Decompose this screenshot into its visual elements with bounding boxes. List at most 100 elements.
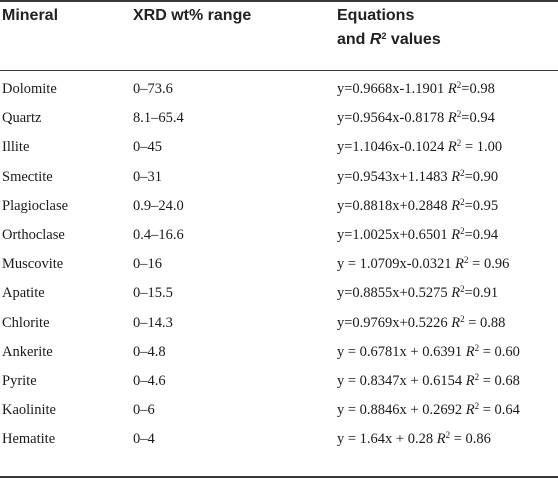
equation-text: y=0.9769x+0.5226 <box>337 314 452 331</box>
r-squared-separator: = <box>468 256 484 273</box>
equation-text: y = 0.8846x + 0.2692 <box>337 402 466 419</box>
equation-cell: y=0.9769x+0.5226 R2 = 0.88 <box>337 309 505 338</box>
r-squared: R2=0.91 <box>451 284 499 302</box>
header-equations-line1: Equations <box>337 7 415 24</box>
r-squared-value: 0.86 <box>465 431 491 448</box>
xrd-range-cell: 0–45 <box>133 139 162 156</box>
r-squared-value: 0.98 <box>469 81 495 97</box>
equation-cell: y=1.0025x+0.6501 R2=0.94 <box>337 221 498 250</box>
mineral-cell: Hematite <box>2 431 56 448</box>
equation-cell: y=0.8818x+0.2848 R2=0.95 <box>337 192 498 221</box>
r-superscript: 2 <box>460 284 465 295</box>
xrd-range-cell: 0–14.3 <box>133 314 173 331</box>
r-squared-value: 0.94 <box>472 226 499 243</box>
r-squared-separator: = <box>479 372 495 389</box>
mineral-cell: Smectite <box>2 168 53 185</box>
xrd-range-cell: 0–16 <box>133 256 162 273</box>
table-row: Hematite 0–4 y = 1.64x + 0.28 R2 = 0.86 <box>0 425 558 454</box>
equation-cell: y=0.9543x+1.1483 R2=0.90 <box>337 163 498 192</box>
r-squared: R2 = 0.86 <box>436 430 491 448</box>
r-squared: R2 = 0.60 <box>466 342 520 360</box>
mineral-cell: Chlorite <box>2 314 50 331</box>
mineral-cell: Illite <box>2 139 30 156</box>
equation-cell: y=0.9564x-0.8178 R2=0.94 <box>337 104 495 133</box>
r-superscript: 2 <box>456 138 462 149</box>
r-squared-value: 0.68 <box>494 372 520 389</box>
r-superscript: 2 <box>474 342 480 353</box>
r-superscript: 2 <box>456 80 462 90</box>
r-superscript: 2 <box>460 313 465 324</box>
xrd-range-cell: 0–6 <box>133 402 155 419</box>
equation-text: y=0.9543x+1.1483 <box>337 168 452 185</box>
r-squared-separator: = <box>450 431 466 448</box>
mineral-cell: Ankerite <box>2 343 53 360</box>
r-symbol: R <box>455 256 464 273</box>
header-xrd-range: XRD wt% range <box>133 7 252 24</box>
r-squared-value: 0.90 <box>472 168 499 185</box>
xrd-range-cell: 8.1–65.4 <box>133 110 184 127</box>
r-squared: R2 = 0.68 <box>466 371 520 389</box>
r-squared-separator: = <box>464 285 473 302</box>
r-symbol: R <box>451 197 461 214</box>
equation-cell: y=0.9668x-1.1901 R2=0.98 <box>337 75 495 104</box>
r-squared-separator: = <box>464 226 473 243</box>
equation-text: y=1.0025x+0.6501 <box>337 226 452 243</box>
r-symbol: R <box>465 402 475 419</box>
r-superscript: 2 <box>464 255 469 266</box>
r-superscript: 2 <box>460 167 465 178</box>
equation-text: y=0.8855x+0.5275 <box>337 285 452 302</box>
r-squared: R2=0.94 <box>447 109 495 127</box>
r-squared-value: 0.94 <box>469 110 495 127</box>
r-squared-value: 0.60 <box>494 343 520 360</box>
equation-cell: y = 0.6781x + 0.6391 R2 = 0.60 <box>337 338 520 367</box>
table-row: Orthoclase 0.4–16.6 y=1.0025x+0.6501 R2=… <box>0 221 558 250</box>
r-squared-value: 0.88 <box>480 314 506 331</box>
r-squared: R2 = 0.64 <box>465 402 520 419</box>
r-squared: R2=0.95 <box>451 196 498 214</box>
r-squared-separator: = <box>461 139 477 156</box>
r-superscript: 2 <box>445 430 451 441</box>
r-squared-separator: = <box>464 314 481 331</box>
table-row: Smectite 0–31 y=0.9543x+1.1483 R2=0.90 <box>0 163 558 192</box>
r-symbol: R <box>436 431 446 448</box>
table-row: Muscovite 0–16 y = 1.0709x-0.0321 R2 = 0… <box>0 250 558 279</box>
table-row: Pyrite 0–4.6 y = 0.8347x + 0.6154 R2 = 0… <box>0 367 558 396</box>
equation-text: y = 1.0709x-0.0321 <box>337 256 456 273</box>
equation-text: y=1.1046x-0.1024 <box>337 139 448 156</box>
xrd-range-cell: 0–73.6 <box>133 81 173 97</box>
equation-text: y=0.8818x+0.2848 <box>337 197 452 214</box>
header-equations-values: values <box>386 31 441 48</box>
r-superscript: 2 <box>456 109 462 120</box>
r-superscript: 2 <box>460 196 465 207</box>
equation-text: y = 1.64x + 0.28 <box>337 431 437 448</box>
r-squared-separator: = <box>461 81 470 97</box>
r-squared-value: 1.00 <box>476 139 503 156</box>
r-squared-value: 0.91 <box>472 285 499 302</box>
header-r-symbol: R <box>369 31 382 48</box>
r-symbol: R <box>451 285 461 302</box>
equation-cell: y = 0.8846x + 0.2692 R2 = 0.64 <box>337 396 520 425</box>
r-symbol: R <box>447 110 457 127</box>
mineral-cell: Pyrite <box>2 372 37 389</box>
mineral-cell: Orthoclase <box>2 226 65 243</box>
mineral-cell: Kaolinite <box>2 402 56 419</box>
xrd-range-cell: 0–15.5 <box>133 285 173 302</box>
equation-cell: y=0.8855x+0.5275 R2=0.91 <box>337 279 498 308</box>
equation-cell: y=1.1046x-0.1024 R2 = 1.00 <box>337 133 502 162</box>
r-superscript: 2 <box>474 371 480 382</box>
xrd-range-cell: 0–4.8 <box>133 343 166 360</box>
header-r-superscript: 2 <box>381 31 387 41</box>
header-mineral: Mineral <box>2 7 59 24</box>
r-symbol: R <box>451 226 461 243</box>
table-bottom-rule <box>0 476 558 478</box>
table-header-rule <box>0 70 558 71</box>
table-top-rule <box>0 0 558 2</box>
table-row: Quartz 8.1–65.4 y=0.9564x-0.8178 R2=0.94 <box>0 104 558 133</box>
table-row: Plagioclase 0.9–24.0 y=0.8818x+0.2848 R2… <box>0 192 558 221</box>
r-squared-value: 0.64 <box>494 402 520 419</box>
xrd-range-cell: 0.9–24.0 <box>133 197 184 214</box>
mineral-cell: Plagioclase <box>2 197 69 214</box>
table-row: Apatite 0–15.5 y=0.8855x+0.5275 R2=0.91 <box>0 279 558 308</box>
r-squared: R2=0.94 <box>451 226 499 243</box>
header-equations: Equations and R2 values <box>337 4 441 52</box>
